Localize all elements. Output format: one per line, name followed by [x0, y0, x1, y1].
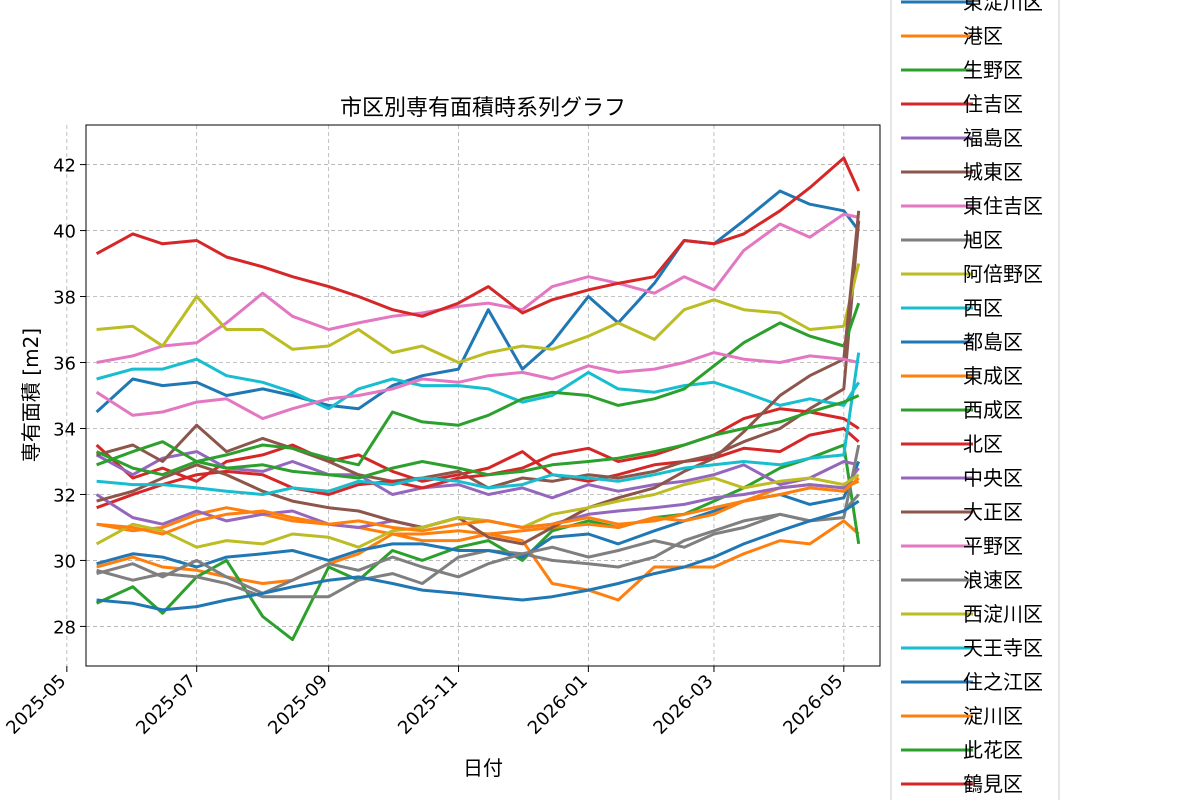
series-line-19 — [96, 352, 861, 496]
legend-label: 生野区 — [963, 58, 1023, 82]
legend-label: 西区 — [963, 296, 1003, 320]
x-tick-label: 2026-03 — [649, 671, 717, 739]
y-tick-label: 36 — [53, 354, 76, 375]
legend-label: 鶴見区 — [963, 772, 1023, 796]
series-line-6 — [96, 212, 860, 364]
legend-label: 西淀川区 — [963, 602, 1043, 626]
legend-label: 住吉区 — [963, 92, 1023, 116]
legend-label: 都島区 — [963, 330, 1023, 354]
y-tick-label: 40 — [53, 222, 76, 243]
y-tick-label: 38 — [53, 288, 76, 309]
y-tick-label: 28 — [53, 617, 76, 638]
y-tick-label: 34 — [53, 419, 76, 440]
series-line-16 — [95, 351, 860, 421]
y-tick-label: 32 — [53, 485, 76, 506]
legend-label: 阿倍野区 — [963, 262, 1043, 286]
legend-label: 此花区 — [963, 738, 1023, 762]
series-line-21 — [96, 476, 860, 536]
legend-label: 浪速区 — [963, 568, 1023, 592]
series-line-12 — [96, 302, 861, 467]
legend-frame — [890, 0, 1060, 804]
y-axis-label: 専有面積 [m2] — [19, 328, 43, 462]
series-line-0 — [95, 189, 860, 414]
legend-label: 東淀川区 — [963, 0, 1043, 14]
legend-label: 東住吉区 — [963, 194, 1043, 218]
legend-label: 東成区 — [963, 364, 1023, 388]
y-tick-label: 30 — [53, 551, 76, 572]
series-line-20 — [96, 499, 860, 612]
x-tick-label: 2026-01 — [524, 671, 592, 739]
x-tick-label: 2025-07 — [132, 671, 200, 739]
series-line-8 — [96, 263, 861, 364]
legend-label: 旭区 — [963, 228, 1003, 252]
x-tick-label: 2025-09 — [264, 671, 332, 739]
legend-label: 港区 — [963, 24, 1003, 48]
legend-label: 天王寺区 — [963, 636, 1043, 660]
series-line-15 — [96, 210, 861, 546]
series-line-3 — [95, 427, 860, 483]
series-line-23 — [95, 156, 861, 318]
chart-title: 市区別専有面積時系列グラフ — [340, 96, 626, 121]
legend-label: 中央区 — [963, 466, 1023, 490]
legend-label: 大正区 — [963, 500, 1023, 524]
x-axis-label: 日付 — [463, 756, 503, 780]
y-tick-label: 42 — [53, 156, 76, 177]
legend: 東淀川区港区生野区住吉区福島区城東区東住吉区旭区阿倍野区西区都島区東成区西成区北… — [890, 0, 1060, 804]
series-layer — [95, 156, 861, 642]
legend-label: 西成区 — [963, 398, 1023, 422]
legend-label: 城東区 — [963, 160, 1023, 184]
legend-label: 平野区 — [963, 534, 1023, 558]
legend-label: 福島区 — [963, 126, 1023, 150]
series-line-22 — [95, 394, 860, 480]
plot-area-frame — [85, 124, 881, 667]
x-tick-label: 2026-05 — [779, 671, 847, 739]
legend-label: 淀川区 — [963, 704, 1023, 728]
series-line-9 — [96, 357, 860, 411]
legend-label: 住之江区 — [963, 670, 1043, 694]
series-line-17 — [96, 444, 861, 595]
legend-label: 北区 — [963, 432, 1003, 456]
x-tick-label: 2025-11 — [394, 671, 462, 739]
x-tick-label: 2025-05 — [2, 671, 70, 739]
